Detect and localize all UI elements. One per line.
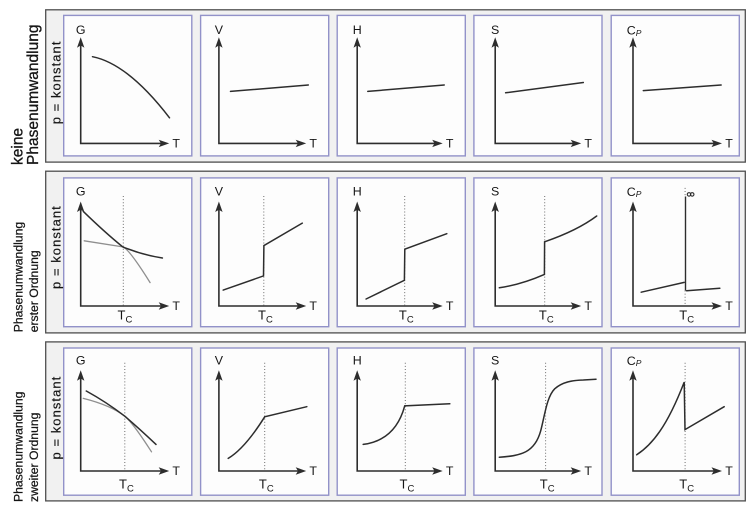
svg-text:T: T: [446, 137, 454, 151]
svg-text:V: V: [215, 353, 224, 367]
svg-text:T: T: [446, 464, 454, 478]
svg-text:Phasenumwandlung: Phasenumwandlung: [25, 25, 42, 165]
svg-text:G: G: [76, 184, 86, 198]
svg-text:H: H: [353, 353, 362, 367]
svg-text:T: T: [309, 464, 317, 478]
svg-text:T: T: [584, 137, 592, 151]
svg-text:T: T: [584, 464, 592, 478]
svg-text:CP: CP: [627, 24, 642, 38]
svg-text:T: T: [725, 137, 733, 151]
svg-text:G: G: [76, 353, 86, 367]
svg-text:T: T: [584, 299, 592, 313]
svg-text:H: H: [353, 23, 362, 37]
svg-text:V: V: [215, 23, 224, 37]
svg-text:T: T: [446, 299, 454, 313]
svg-text:T: T: [172, 464, 180, 478]
svg-text:V: V: [215, 184, 224, 198]
svg-text:p = konstant: p = konstant: [48, 41, 63, 125]
svg-text:erster Ordnung: erster Ordnung: [27, 250, 41, 332]
svg-text:CP: CP: [627, 354, 642, 368]
svg-text:p = konstant: p = konstant: [48, 205, 63, 289]
svg-text:S: S: [491, 353, 499, 367]
svg-text:zweiter Ordnung: zweiter Ordnung: [27, 413, 41, 502]
svg-text:S: S: [491, 23, 499, 37]
svg-text:p = konstant: p = konstant: [48, 376, 63, 460]
svg-text:T: T: [172, 299, 180, 313]
svg-text:Phasenumwandlung: Phasenumwandlung: [12, 222, 26, 332]
svg-text:T: T: [309, 299, 317, 313]
svg-text:keine: keine: [10, 128, 27, 165]
svg-text:T: T: [725, 464, 733, 478]
svg-text:T: T: [172, 137, 180, 151]
svg-text:S: S: [491, 184, 499, 198]
svg-text:H: H: [353, 184, 362, 198]
svg-text:Phasenumwandlung: Phasenumwandlung: [12, 392, 26, 502]
svg-text:T: T: [309, 137, 317, 151]
svg-text:T: T: [725, 299, 733, 313]
svg-text:G: G: [76, 23, 86, 37]
svg-text:CP: CP: [627, 185, 642, 199]
